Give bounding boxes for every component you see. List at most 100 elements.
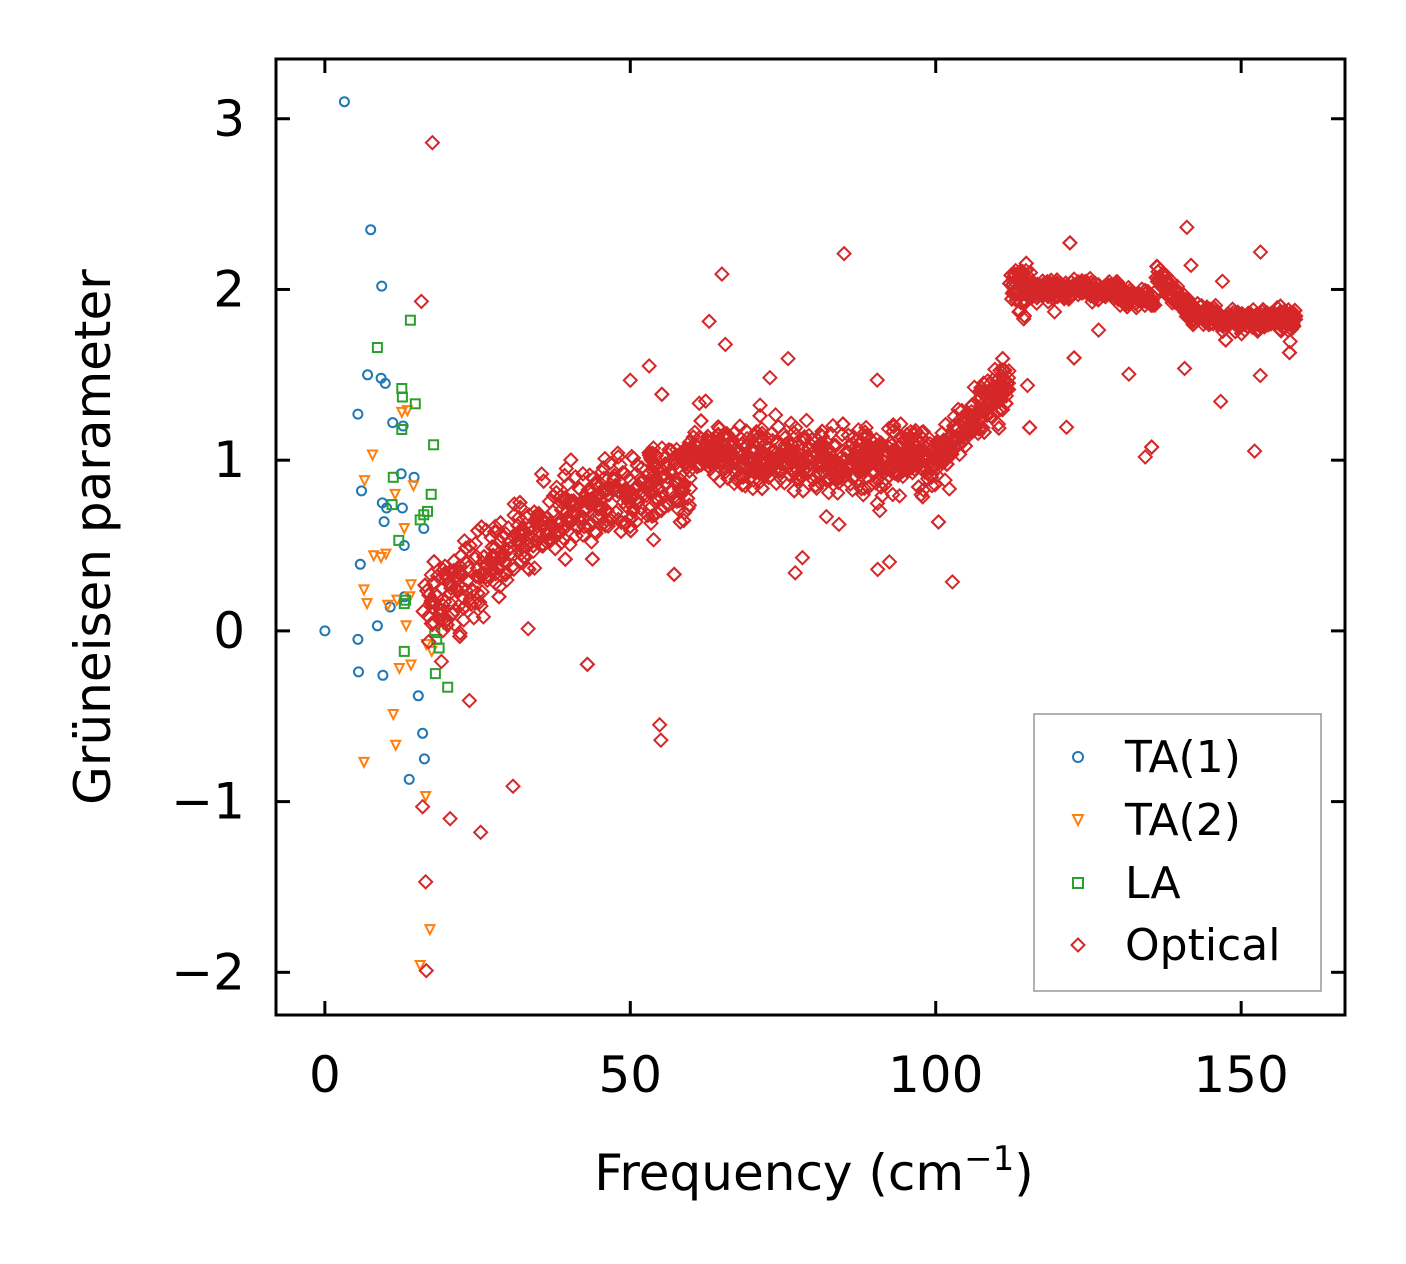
data-point <box>915 481 932 498</box>
data-point <box>389 739 402 753</box>
data-point <box>520 620 537 637</box>
legend-marker-la <box>1072 877 1084 889</box>
data-point <box>526 504 543 520</box>
data-point <box>472 824 489 841</box>
data-point <box>860 479 877 496</box>
data-point <box>987 381 1003 398</box>
data-point <box>476 548 492 565</box>
data-point <box>828 437 844 454</box>
data-point <box>1003 291 1020 307</box>
data-point <box>670 459 686 476</box>
data-point <box>681 497 698 514</box>
data-point <box>395 406 408 420</box>
data-point <box>745 458 762 475</box>
data-point <box>560 512 577 528</box>
data-point <box>653 484 670 501</box>
data-point <box>360 598 374 611</box>
data-point <box>398 598 410 610</box>
data-point <box>822 471 839 488</box>
data-point <box>693 413 709 429</box>
data-point <box>593 501 610 518</box>
data-point <box>457 540 474 557</box>
data-point <box>512 494 528 511</box>
data-point <box>354 558 366 570</box>
data-point <box>557 551 574 568</box>
data-point <box>1179 291 1196 308</box>
data-point <box>512 537 529 554</box>
data-point <box>603 512 620 529</box>
data-point <box>1066 350 1082 366</box>
data-point <box>815 456 832 472</box>
data-point <box>976 424 993 441</box>
data-point <box>475 608 492 625</box>
data-point <box>464 583 481 600</box>
data-point <box>714 266 730 283</box>
data-point <box>954 426 971 442</box>
data-point <box>753 446 769 463</box>
data-point <box>869 372 886 389</box>
data-point <box>433 642 445 654</box>
data-point <box>840 444 856 461</box>
data-point <box>456 533 473 549</box>
data-point <box>751 453 768 470</box>
data-point <box>409 398 421 410</box>
data-point <box>752 407 768 424</box>
data-point <box>781 466 798 483</box>
data-point <box>396 502 408 514</box>
data-point <box>869 495 886 512</box>
data-point <box>473 598 489 614</box>
data-point <box>909 451 926 467</box>
data-point <box>900 436 917 453</box>
y-axis-title: Grüneisen parameter <box>64 269 122 805</box>
data-point <box>356 485 367 497</box>
data-point <box>853 480 870 497</box>
data-point <box>1021 419 1038 436</box>
data-point <box>587 525 604 542</box>
data-point <box>1021 419 1038 436</box>
data-point <box>545 488 562 504</box>
data-point <box>1176 360 1193 377</box>
data-point <box>742 449 759 465</box>
data-point <box>420 633 437 650</box>
data-point <box>622 372 639 389</box>
data-point <box>672 514 689 530</box>
data-point <box>526 521 543 537</box>
data-point <box>371 342 383 353</box>
data-point <box>770 418 787 435</box>
data-point <box>651 716 668 733</box>
data-point <box>1212 393 1229 410</box>
data-point <box>856 429 873 445</box>
data-point <box>681 434 698 451</box>
data-point <box>1258 307 1274 324</box>
data-point <box>895 457 912 474</box>
data-point <box>1143 297 1160 314</box>
data-point <box>610 449 627 465</box>
data-point <box>700 448 717 465</box>
data-point <box>885 449 902 466</box>
data-point <box>629 457 646 474</box>
data-point <box>867 444 883 461</box>
data-point <box>684 444 701 461</box>
data-point <box>702 460 719 477</box>
data-point <box>835 416 851 432</box>
data-point <box>644 458 661 475</box>
data-point <box>1130 291 1147 308</box>
data-point <box>1056 284 1073 301</box>
data-point <box>1214 317 1231 334</box>
data-point <box>1266 311 1283 328</box>
data-point <box>378 516 390 528</box>
data-point <box>579 490 596 507</box>
data-point <box>1043 276 1060 293</box>
data-point <box>645 467 662 484</box>
data-point <box>652 732 669 749</box>
data-point <box>996 362 1013 379</box>
data-point <box>601 486 617 503</box>
data-point <box>1083 282 1100 299</box>
data-point <box>964 396 981 413</box>
data-point <box>1101 277 1118 294</box>
data-point <box>666 566 683 583</box>
x-tick-label: 100 <box>888 1046 983 1104</box>
data-point <box>885 416 902 433</box>
data-point <box>998 395 1014 412</box>
